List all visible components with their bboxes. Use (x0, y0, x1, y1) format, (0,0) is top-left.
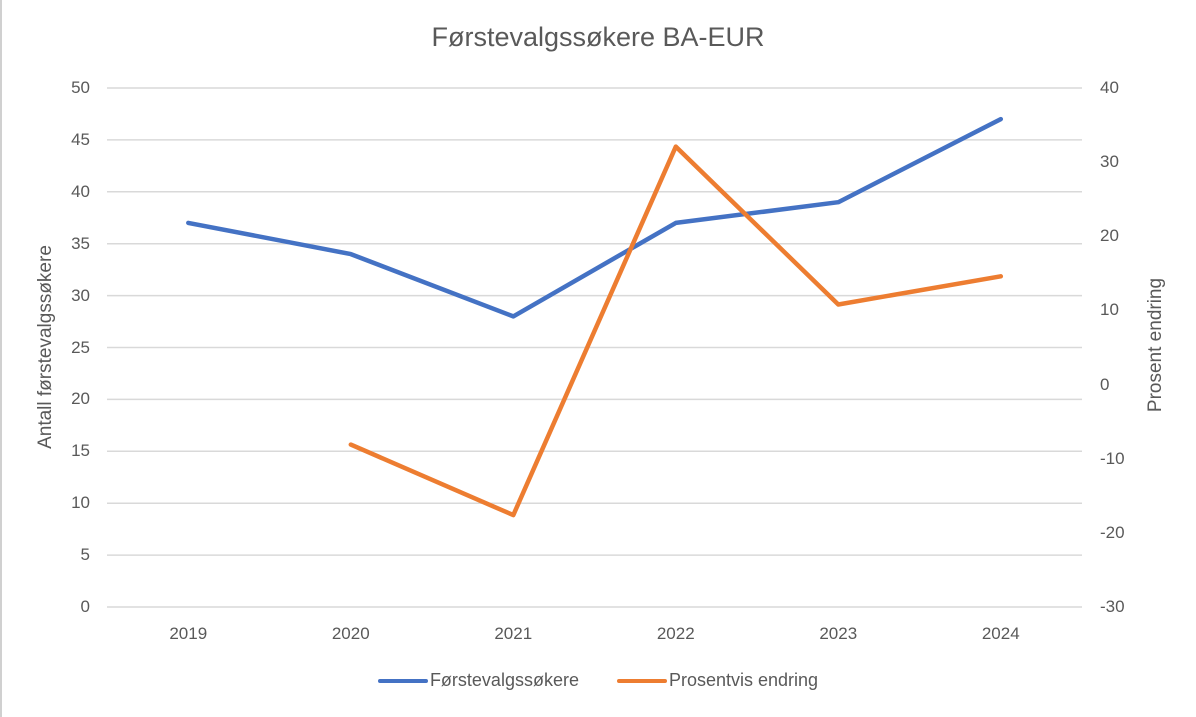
y-tick-right: 0 (1100, 374, 1110, 394)
legend-swatch-orange (616, 678, 667, 683)
y-tick-left: 30 (71, 285, 90, 305)
y-tick-left: 45 (71, 129, 90, 149)
series-lines (186, 116, 1004, 518)
legend-item-prosentvis-endring: Prosentvis endring (616, 670, 819, 691)
y-tick-right: 30 (1100, 152, 1119, 172)
y-tick-left: 50 (71, 78, 90, 97)
x-tick: 2019 (169, 624, 208, 643)
y-tick-left: 0 (80, 597, 90, 616)
y-tick-right: -10 (1100, 448, 1125, 468)
y-tick-left: 10 (71, 493, 90, 513)
y-tick-left: 40 (71, 181, 90, 201)
y-tick-right: -20 (1100, 522, 1125, 542)
y-tick-left: 15 (71, 441, 90, 461)
y-tick-left: 35 (71, 233, 90, 253)
legend-label: Prosentvis endring (668, 670, 819, 690)
series-line-prosentvis-endring (348, 144, 1004, 518)
chart-title: Førstevalgssøkere BA-EUR (431, 22, 765, 52)
series-line-forstevalgssokere (186, 116, 1004, 319)
gridlines (107, 87, 1082, 608)
legend-swatch-blue (377, 678, 428, 683)
y-tick-left: 5 (80, 545, 90, 565)
y-tick-right: 10 (1100, 300, 1119, 320)
y-tick-left: 20 (71, 389, 90, 409)
x-tick: 2022 (656, 624, 695, 643)
x-tick: 2020 (331, 624, 370, 643)
x-tick: 2023 (819, 624, 858, 643)
x-tick: 2024 (981, 624, 1020, 643)
x-tick: 2021 (494, 624, 533, 643)
y-tick-right: 40 (1100, 78, 1119, 97)
legend-item-forstevalgssokere: Førstevalgssøkere (377, 670, 579, 691)
y-tick-right: 20 (1100, 226, 1119, 246)
legend-label: Førstevalgssøkere (429, 670, 579, 690)
legend: Førstevalgssøkere Prosentvis endring (0, 670, 1196, 691)
y-tick-right: -30 (1100, 597, 1125, 616)
y-tick-left: 25 (71, 337, 90, 357)
